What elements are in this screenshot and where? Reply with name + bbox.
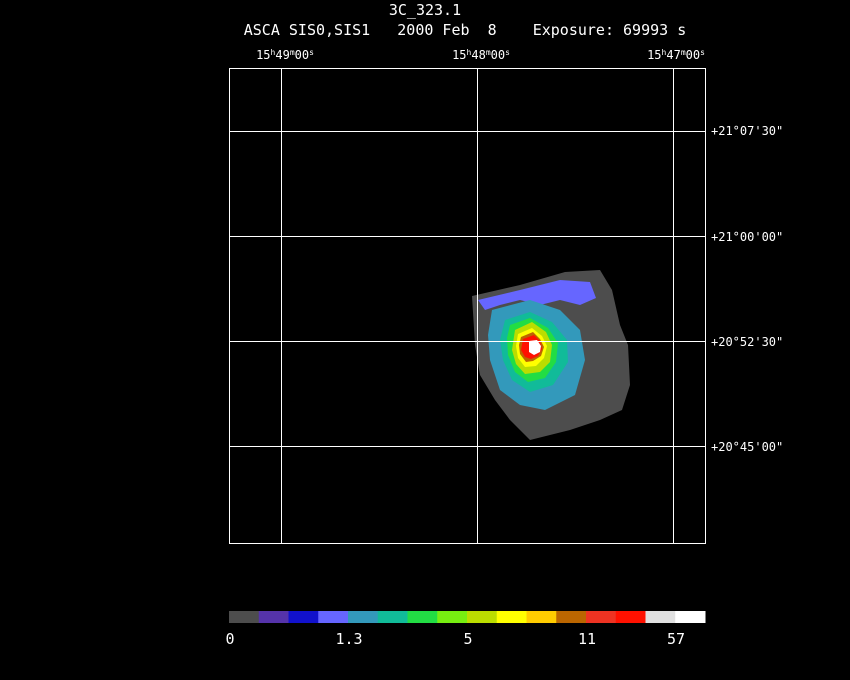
dec-label-4: +20°45'00" bbox=[711, 440, 784, 454]
observation-info: ASCA SIS0,SIS1 2000 Feb 8 Exposure: 6999… bbox=[243, 21, 687, 39]
image-title: 3C_323.1 bbox=[388, 1, 462, 19]
dec-label-2: +21°00'00" bbox=[711, 230, 784, 244]
colorbar-segment bbox=[288, 611, 319, 623]
colorbar-segment bbox=[526, 611, 557, 623]
colorbar-segment bbox=[437, 611, 468, 623]
colorbar-tick-2: 5 bbox=[463, 630, 473, 648]
colorbar-segment bbox=[586, 611, 617, 623]
colorbar bbox=[229, 611, 706, 623]
colorbar-segment bbox=[258, 611, 289, 623]
colorbar-tick-4: 57 bbox=[666, 630, 686, 648]
colorbar-segment bbox=[377, 611, 408, 623]
emission-peak bbox=[529, 340, 541, 355]
ra-label-2: 15h48m00s bbox=[452, 48, 510, 62]
colorbar-segment bbox=[645, 611, 676, 623]
emission-edge bbox=[478, 280, 596, 310]
ra-label-3: 15h47m00s bbox=[647, 48, 705, 62]
colorbar-tick-3: 11 bbox=[577, 630, 597, 648]
colorbar-segment bbox=[229, 611, 260, 623]
colorbar-segment bbox=[496, 611, 527, 623]
colorbar-tick-1: 1.3 bbox=[335, 630, 363, 648]
colorbar-segment bbox=[615, 611, 646, 623]
colorbar-segment bbox=[675, 611, 706, 623]
coordinate-grid bbox=[229, 68, 705, 543]
colorbar-segment bbox=[318, 611, 349, 623]
xray-emission-map bbox=[472, 270, 630, 440]
dec-label-1: +21°07'30" bbox=[711, 124, 784, 138]
ra-label-1: 15h49m00s bbox=[256, 48, 314, 62]
colorbar-segment bbox=[348, 611, 379, 623]
plot-frame bbox=[229, 68, 706, 544]
colorbar-segment bbox=[556, 611, 587, 623]
colorbar-tick-0: 0 bbox=[225, 630, 235, 648]
dec-label-3: +20°52'30" bbox=[711, 335, 784, 349]
colorbar-segment bbox=[467, 611, 498, 623]
colorbar-segment bbox=[407, 611, 438, 623]
